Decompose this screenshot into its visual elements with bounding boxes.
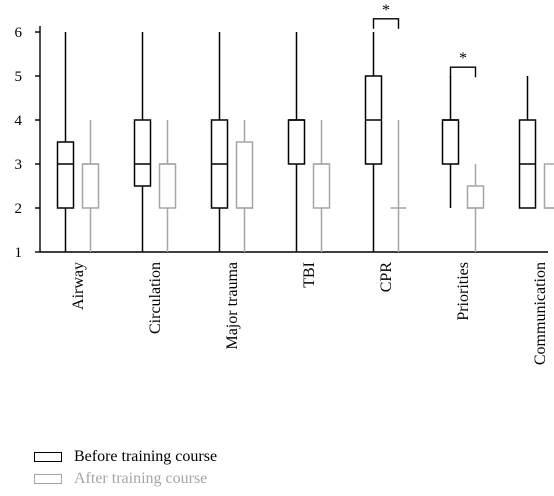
y-tick-label: 4 xyxy=(15,113,23,129)
category-label: CPR xyxy=(378,262,395,293)
axes: 1 2 3 4 5 6 xyxy=(15,25,548,261)
significance-bracket xyxy=(449,66,477,78)
category-label: Major trauma xyxy=(224,262,241,350)
box-before-cpr xyxy=(364,32,383,252)
category-label: TBI xyxy=(301,262,318,288)
boxplot-chart: 1 2 3 4 5 6 Airway Circulation Major trauma TBI C… xyxy=(15,2,554,365)
box-after-cpr xyxy=(390,120,407,252)
box xyxy=(235,141,254,209)
significance-label: * xyxy=(459,50,467,67)
legend-item-before: Before training course xyxy=(34,446,217,468)
box-after-circulation xyxy=(158,120,177,252)
legend-label-after: After training course xyxy=(74,470,208,487)
box-before-major-trauma xyxy=(210,32,229,252)
box-before-airway xyxy=(56,32,75,252)
box-before-priorities xyxy=(441,76,460,208)
legend-label-before: Before training course xyxy=(74,448,218,465)
y-tick-label: 2 xyxy=(15,201,23,217)
box xyxy=(133,119,152,187)
category-label: Airway xyxy=(70,262,87,310)
legend-swatch-before xyxy=(34,452,62,462)
box-after-tbi xyxy=(312,120,331,252)
box-after-communication xyxy=(543,163,554,209)
box xyxy=(158,163,177,209)
box xyxy=(312,163,331,209)
category-label: Circulation xyxy=(147,262,164,334)
box xyxy=(466,185,485,209)
legend-item-after: After training course xyxy=(34,468,217,490)
category-label: Communication xyxy=(532,262,549,365)
significance-markers: ** xyxy=(372,2,477,78)
box-before-circulation xyxy=(133,32,152,252)
box-before-tbi xyxy=(287,32,306,252)
box xyxy=(441,119,460,165)
legend-swatch-after xyxy=(34,474,62,484)
box xyxy=(56,141,75,209)
y-tick-label: 1 xyxy=(15,245,23,261)
category-label: Priorities xyxy=(455,262,472,321)
legend: Before training course After training co… xyxy=(34,446,217,490)
box xyxy=(287,119,306,165)
box-after-major-trauma xyxy=(235,120,254,252)
y-tick-label: 3 xyxy=(15,157,23,173)
box-before-communication xyxy=(518,76,537,209)
y-tick-label: 5 xyxy=(15,69,23,85)
boxes xyxy=(56,32,554,252)
category-labels: Airway Circulation Major trauma TBI CPR Prior… xyxy=(70,262,549,365)
box xyxy=(543,163,554,209)
box-after-airway xyxy=(81,120,100,252)
y-tick-label: 6 xyxy=(15,25,23,41)
box xyxy=(81,163,100,209)
box-after-priorities xyxy=(466,164,485,252)
significance-label: * xyxy=(382,2,390,19)
significance-bracket xyxy=(372,18,400,29)
